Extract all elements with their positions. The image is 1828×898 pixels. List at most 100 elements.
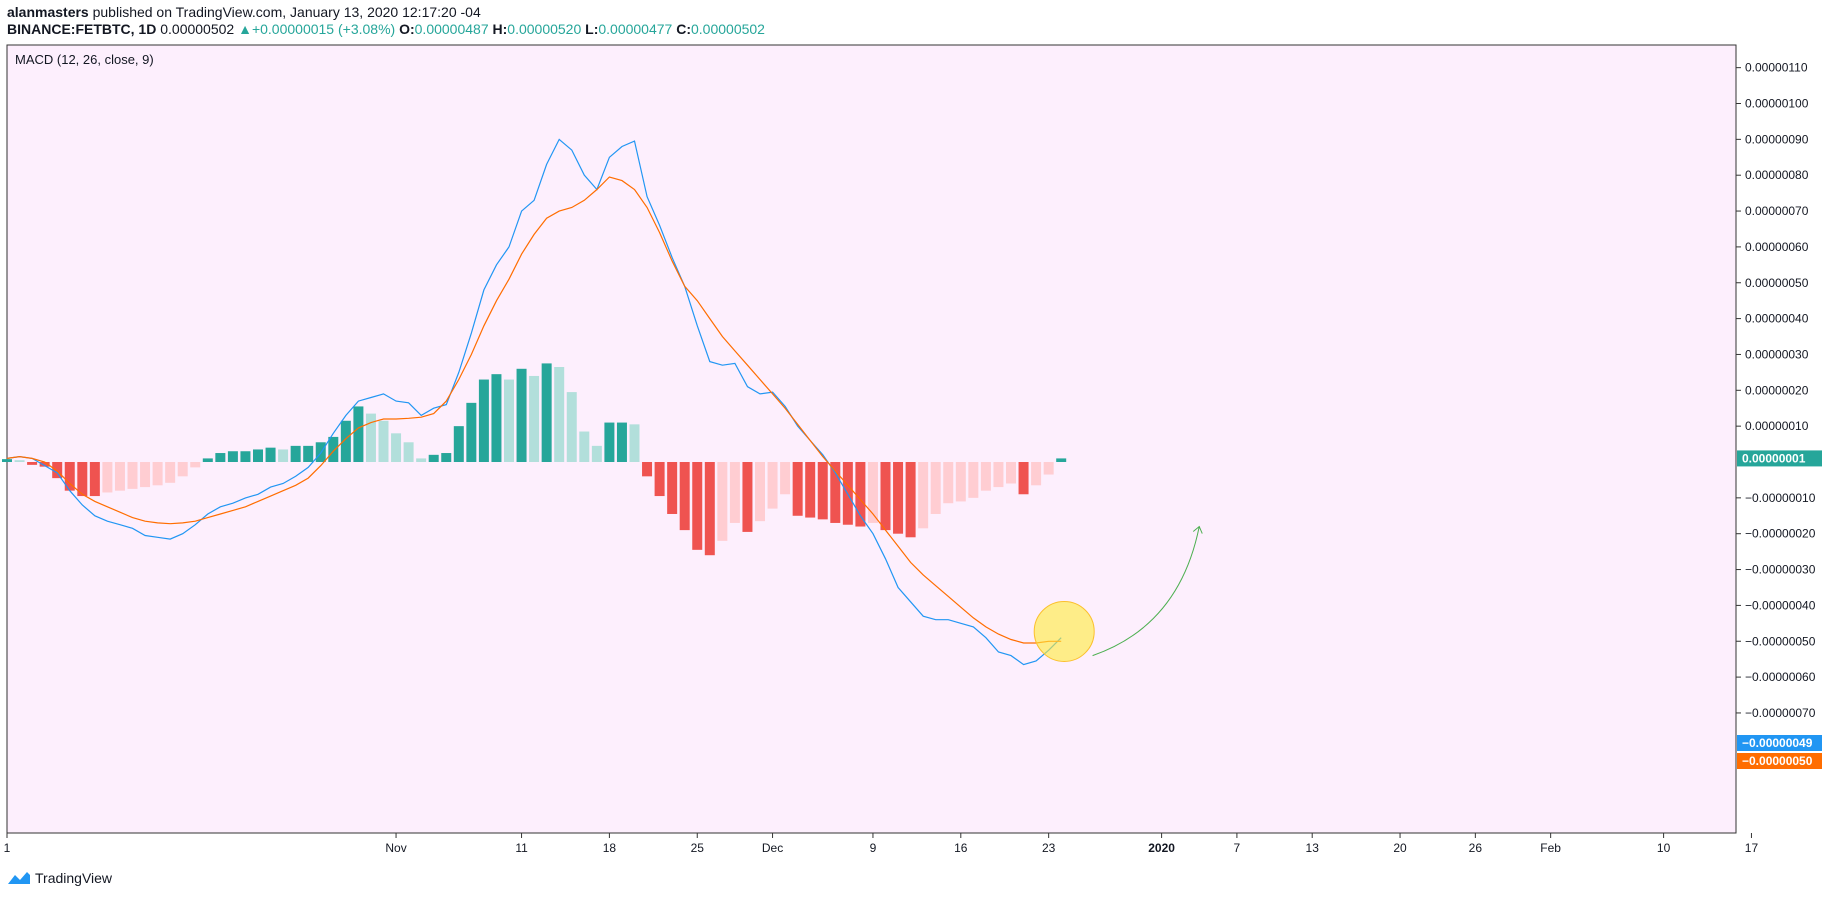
y-tick-label: 0.00000060	[1745, 240, 1809, 254]
histogram-bar	[89, 462, 100, 497]
macd-line[interactable]	[6, 138, 1062, 666]
y-tick-label: 0.00000030	[1745, 347, 1809, 361]
indicator-title[interactable]: MACD (12, 26, close, 9)	[15, 52, 154, 67]
footer-brand[interactable]: TradingView	[7, 870, 112, 886]
histogram-bar	[77, 462, 88, 497]
histogram-bar	[365, 413, 376, 462]
x-tick-label: Feb	[1540, 841, 1561, 855]
histogram-bar	[504, 379, 514, 462]
histogram-bar	[867, 462, 878, 523]
histogram-bar	[340, 420, 351, 462]
histogram-bar	[403, 442, 414, 462]
histogram-bar	[1043, 462, 1054, 475]
histogram-bar	[905, 462, 916, 538]
low-label: L:	[585, 21, 599, 37]
histogram-bar	[629, 424, 640, 462]
histogram-bar	[792, 462, 803, 516]
histogram-bar	[1056, 458, 1067, 462]
last-value-tag	[1737, 735, 1822, 751]
x-tick-label: 18	[603, 841, 617, 855]
histogram-bar	[278, 449, 289, 462]
x-tick-label: Nov	[385, 841, 406, 855]
signal-line[interactable]	[6, 176, 1062, 644]
y-tick-label: −0.00000020	[1745, 527, 1816, 541]
y-tick-label: −0.00000010	[1745, 491, 1816, 505]
histogram-bar	[202, 458, 213, 462]
histogram-bar	[529, 375, 540, 462]
histogram-bar	[943, 462, 954, 504]
indicator-pane[interactable]	[6, 44, 1737, 834]
x-tick-label: 17	[1745, 841, 1759, 855]
histogram-bar	[102, 462, 113, 493]
brand-name: TradingView	[35, 870, 113, 886]
y-tick-label: 0.00000020	[1745, 383, 1809, 397]
histogram-bar	[918, 462, 929, 529]
open-label: O:	[399, 21, 415, 37]
histogram-bar	[353, 406, 364, 462]
histogram-bar	[2, 459, 12, 462]
y-tick-label: 0.00000080	[1745, 168, 1809, 182]
histogram-bar	[1006, 462, 1016, 484]
close-label: C:	[676, 21, 691, 37]
histogram-bar	[780, 462, 791, 495]
author-name[interactable]: alanmasters	[7, 4, 89, 20]
histogram-bar	[704, 462, 715, 556]
publish-info: alanmasters published on TradingView.com…	[7, 4, 481, 20]
symbol-name: BINANCE:FETBTC, 1D	[7, 21, 157, 37]
y-tick-label: −0.00000030	[1745, 563, 1816, 577]
histogram-bar	[993, 462, 1004, 488]
high-value: 0.00000520	[507, 21, 582, 37]
y-tick-label: −0.00000070	[1745, 706, 1816, 720]
highlight-circle[interactable]	[1033, 600, 1095, 662]
tradingview-logo-icon	[8, 872, 30, 884]
x-tick-label: Dec	[762, 841, 783, 855]
y-tick-label: −0.00000040	[1745, 598, 1816, 612]
histogram-bar	[240, 451, 251, 462]
y-tick-label: 0.00000110	[1745, 61, 1808, 75]
histogram-bar	[453, 426, 464, 462]
histogram-bar	[968, 462, 979, 498]
last-value-label: −0.00000050	[1742, 754, 1813, 768]
histogram-bar	[27, 462, 38, 465]
histogram-bar	[667, 462, 678, 514]
histogram-bar	[755, 462, 765, 522]
last-price: 0.00000502	[160, 21, 235, 37]
histogram-bar	[215, 453, 226, 462]
y-tick-label: 0.00000100	[1745, 97, 1809, 111]
histogram-bar	[441, 453, 452, 462]
histogram-bar	[416, 458, 427, 462]
histogram-bar	[591, 445, 602, 462]
x-tick-label: 16	[954, 841, 968, 855]
histogram-bar	[227, 451, 238, 462]
trend-arrow-line[interactable]	[1092, 526, 1200, 657]
histogram-bar	[541, 363, 552, 462]
histogram-bar	[717, 462, 728, 541]
x-tick-label: 13	[1306, 841, 1320, 855]
last-value-label: 0.00000001	[1742, 451, 1806, 465]
x-tick-label: 11	[515, 841, 528, 855]
histogram-bar	[177, 462, 188, 477]
x-tick-label: 23	[1042, 841, 1056, 855]
histogram-bar	[478, 379, 489, 462]
symbol-info: BINANCE:FETBTC, 1D 0.00000502 ▲+0.000000…	[7, 21, 765, 37]
histogram-bar	[328, 436, 339, 462]
histogram-bar	[391, 433, 402, 462]
histogram-bar	[579, 431, 590, 462]
x-tick-label: 2020	[1148, 841, 1175, 855]
histogram-bar	[378, 420, 389, 462]
histogram-bar	[805, 462, 816, 518]
y-tick-label: 0.00000010	[1745, 419, 1809, 433]
x-tick-label: 26	[1469, 841, 1483, 855]
histogram-bar	[729, 462, 740, 523]
histogram-bar	[39, 462, 50, 467]
histogram-bar	[830, 462, 841, 523]
last-value-label: −0.00000049	[1742, 736, 1813, 750]
histogram-bar	[767, 462, 778, 509]
histogram-bar	[516, 368, 527, 462]
y-tick-label: 0.00000070	[1745, 204, 1809, 218]
histogram-bar	[742, 462, 753, 532]
histogram-bar	[253, 449, 263, 462]
x-tick-label: 10	[1657, 841, 1671, 855]
low-value: 0.00000477	[598, 21, 673, 37]
